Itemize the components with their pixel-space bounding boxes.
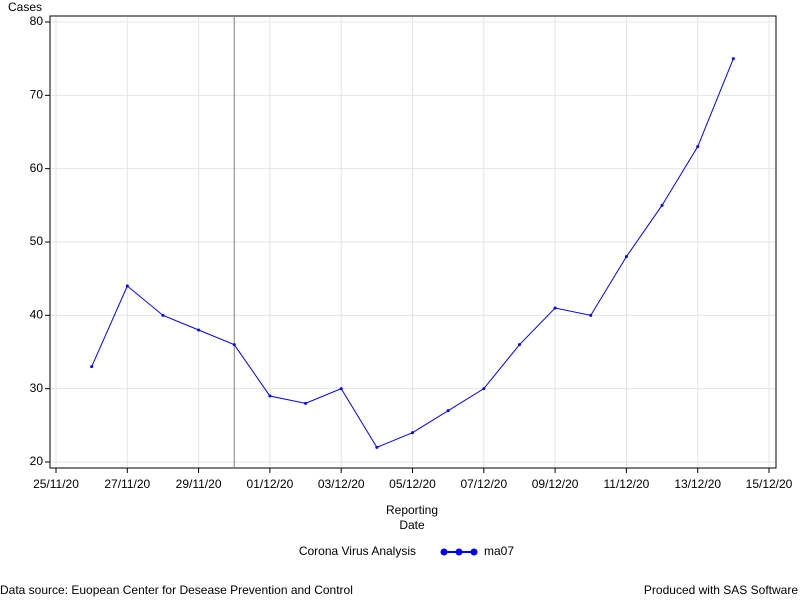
x-tick-label: 05/12/20: [389, 477, 436, 491]
x-tick-label: 07/12/20: [460, 477, 507, 491]
y-tick-label: 60: [30, 161, 44, 175]
x-tick-label: 29/11/20: [176, 477, 222, 491]
data-point: [125, 284, 129, 288]
legend-label: ma07: [484, 544, 514, 558]
data-point: [589, 313, 593, 317]
footnote: Data source: Euopean Center for Desease …: [0, 583, 353, 597]
data-point: [553, 306, 557, 310]
x-tick-label: 03/12/20: [318, 477, 365, 491]
data-point: [624, 255, 628, 259]
data-point: [517, 343, 521, 347]
data-point: [446, 409, 450, 413]
data-point: [268, 394, 272, 398]
data-point: [339, 387, 343, 391]
legend-marker: [440, 548, 448, 556]
data-point: [90, 365, 94, 369]
y-tick-label: 20: [30, 454, 44, 468]
legend-title: Corona Virus Analysis: [299, 544, 416, 558]
legend-marker: [470, 548, 478, 556]
data-point: [232, 343, 236, 347]
x-axis-label: Date: [399, 518, 425, 532]
data-point: [731, 57, 735, 61]
data-point: [482, 387, 486, 391]
x-tick-label: 01/12/20: [247, 477, 294, 491]
x-axis-label: Reporting: [386, 503, 438, 517]
data-point: [660, 203, 664, 207]
footnote: Produced with SAS Software: [644, 583, 798, 597]
y-tick-label: 30: [30, 381, 44, 395]
y-tick-label: 70: [30, 88, 44, 102]
data-point: [197, 328, 201, 332]
x-tick-label: 27/11/20: [104, 477, 150, 491]
x-tick-label: 25/11/20: [33, 477, 79, 491]
y-tick-label: 40: [30, 308, 44, 322]
y-tick-label: 50: [30, 234, 44, 248]
x-tick-label: 15/12/20: [746, 477, 793, 491]
y-tick-label: 80: [30, 14, 44, 28]
x-tick-label: 11/12/20: [603, 477, 649, 491]
data-point: [161, 313, 165, 317]
legend-marker: [455, 548, 463, 556]
x-tick-label: 09/12/20: [532, 477, 579, 491]
x-tick-label: 13/12/20: [674, 477, 721, 491]
data-point: [696, 145, 700, 149]
data-point: [411, 431, 414, 435]
data-point: [304, 401, 308, 405]
data-point: [375, 445, 379, 449]
y-axis-label: Cases: [8, 0, 42, 14]
